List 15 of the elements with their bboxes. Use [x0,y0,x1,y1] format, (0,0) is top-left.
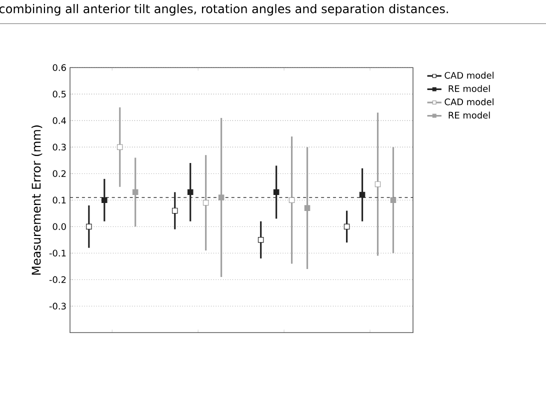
legend-label: CAD model [444,72,494,79]
legend-label: RE model [448,85,490,92]
y-tick-label: -0.1 [49,250,66,257]
y-tick-label: 0.6 [52,64,66,71]
y-tick-label: 0.1 [52,196,66,204]
y-tick-label: 0.4 [52,117,66,124]
y-tick-label: 0.2 [52,170,66,178]
legend-label: RE model [448,112,490,119]
y-tick-label: 0.3 [52,144,66,150]
y-axis-title: Measurement Error (mm) [32,125,42,275]
y-tick-label: -0.3 [49,302,66,310]
y-tick-label: -0.2 [49,276,66,284]
y-tick-label: 0.5 [52,90,66,98]
y-tick-label: 0.0 [52,223,66,230]
legend-label: CAD model [444,98,494,106]
